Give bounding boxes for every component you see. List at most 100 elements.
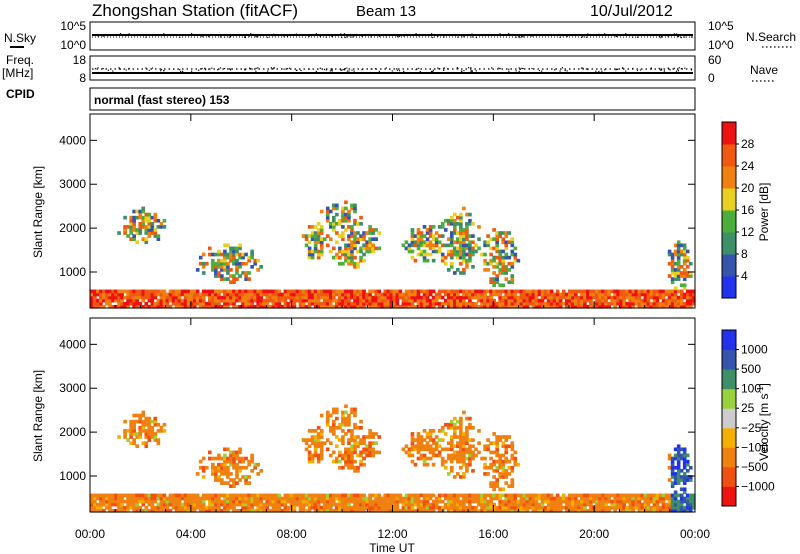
velocity-cell [604, 493, 608, 498]
noise-dot [118, 34, 121, 36]
power-cell [471, 301, 475, 306]
power-cell [670, 261, 675, 266]
power-cell [183, 295, 188, 300]
power-cell [483, 289, 487, 294]
velocity-cell [410, 447, 415, 452]
velocity-cell [607, 499, 611, 504]
velocity-cell [462, 505, 466, 510]
power-cell [543, 292, 548, 297]
power-cell [622, 289, 627, 294]
velocity-cell [307, 453, 312, 458]
power-cell [392, 292, 397, 297]
power-cell [347, 215, 351, 220]
power-cell [489, 301, 493, 306]
velocity-cell [313, 508, 318, 513]
power-cell [501, 301, 506, 306]
velocity-cell [180, 502, 185, 507]
power-cell [274, 292, 279, 297]
power-cell [434, 240, 439, 245]
strip-scatter [94, 33, 693, 73]
power-cell [670, 268, 675, 272]
velocity-cell [144, 441, 149, 446]
velocity-cell [610, 502, 614, 507]
power-cell [171, 295, 176, 300]
velocity-cell [211, 465, 215, 470]
power-cell [504, 289, 509, 294]
velocity-cell [165, 496, 170, 501]
power-cell [138, 231, 143, 235]
power-cell [428, 246, 433, 251]
velocity-cell [543, 505, 548, 510]
velocity-cell [335, 459, 339, 464]
power-cell [465, 243, 469, 248]
power-cell [316, 237, 321, 242]
x-tick-label: 16:00 [478, 527, 508, 541]
velocity-cell [595, 496, 599, 501]
power-cell [691, 295, 696, 300]
power-cell [655, 292, 660, 297]
noise-dot [346, 36, 348, 38]
velocity-cell [459, 425, 463, 430]
nave-dot [300, 69, 302, 72]
power-cell [431, 295, 436, 300]
colorbar-segment [722, 210, 736, 233]
velocity-cell [474, 493, 478, 498]
power-cell [259, 304, 264, 309]
velocity-cell [449, 419, 454, 424]
power-cell [165, 304, 170, 309]
velocity-cell [328, 505, 333, 510]
power-cell [528, 295, 533, 300]
power-cell [250, 255, 254, 260]
power-cell [564, 301, 569, 306]
power-cell [313, 243, 318, 248]
noise-dot [325, 36, 327, 38]
power-cell [117, 304, 121, 309]
velocity-cell [174, 505, 179, 510]
velocity-cell [368, 435, 372, 439]
power-cell [453, 304, 457, 309]
velocity-cell [338, 496, 342, 501]
power-cell [610, 298, 614, 303]
power-cell [673, 274, 678, 278]
power-cell [462, 206, 466, 211]
velocity-cell [595, 508, 599, 513]
noise-dot [257, 36, 259, 38]
power-cell [232, 261, 236, 266]
power-cell [449, 261, 454, 266]
power-cell [616, 289, 620, 294]
power-cell [498, 295, 502, 300]
power-cell [564, 298, 569, 303]
power-cell [531, 298, 536, 303]
power-cell [577, 301, 581, 306]
velocity-cell [646, 505, 651, 510]
power-cell [265, 304, 270, 309]
power-cell [371, 304, 375, 309]
velocity-cell [295, 493, 300, 498]
velocity-cell [220, 456, 224, 461]
power-cell [495, 274, 499, 278]
power-cell [437, 289, 442, 294]
velocity-cell [362, 499, 366, 504]
power-cell [628, 301, 633, 306]
velocity-cell [465, 432, 469, 436]
power-cell [174, 301, 179, 306]
velocity-cell [120, 505, 124, 510]
power-cell [601, 295, 605, 300]
velocity-cell [368, 450, 372, 455]
colorbar-tick-label: 12 [741, 225, 755, 239]
power-cell [395, 301, 400, 306]
velocity-cell [322, 508, 327, 513]
velocity-cell [126, 496, 130, 501]
power-cell [640, 301, 645, 306]
power-cell [628, 295, 633, 300]
power-cell [667, 252, 672, 257]
power-cell [241, 261, 245, 266]
velocity-cell [501, 502, 506, 507]
power-cell [419, 295, 424, 300]
velocity-cell [207, 502, 212, 507]
power-cell [162, 304, 167, 309]
velocity-cell [667, 499, 672, 504]
velocity-cell [446, 441, 451, 446]
velocity-cell [322, 441, 327, 446]
power-cell [368, 225, 372, 229]
